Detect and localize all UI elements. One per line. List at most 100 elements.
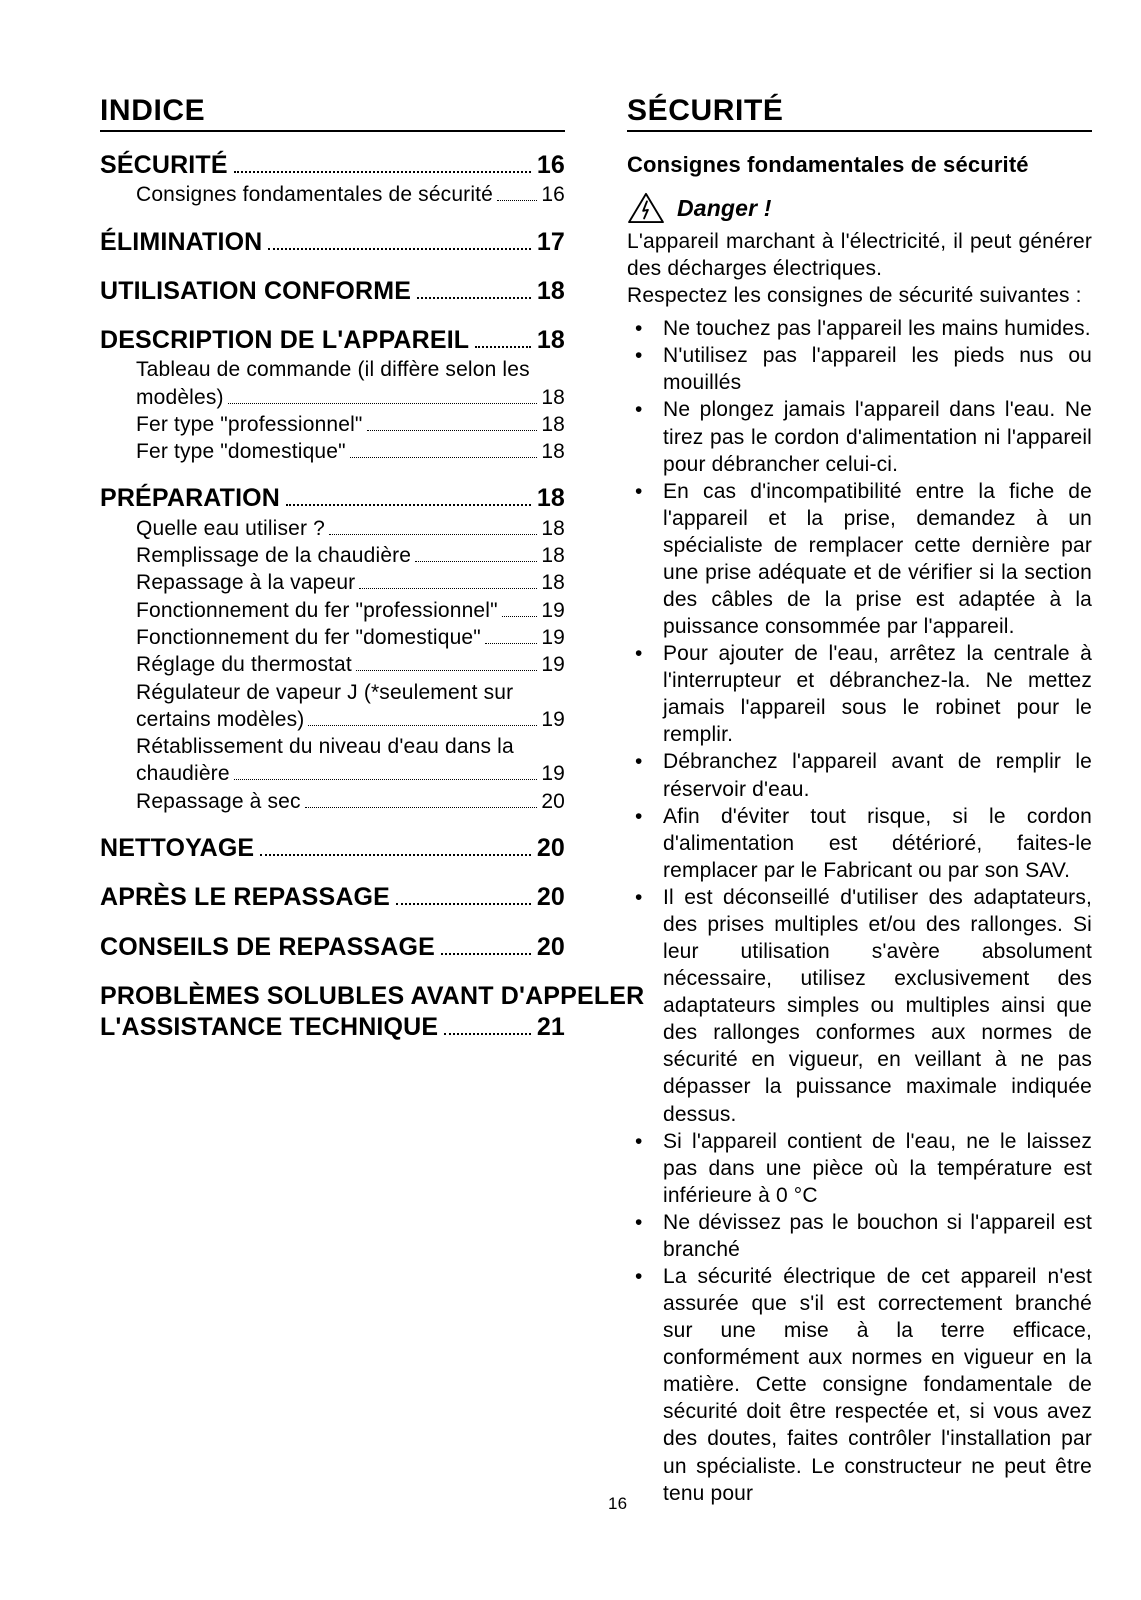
toc-dots [350, 457, 538, 458]
toc-entry: ÉLIMINATION 17 [100, 227, 565, 258]
toc-dots [305, 807, 538, 808]
toc-dots [475, 346, 531, 348]
toc-dots [417, 297, 531, 299]
toc-dots [497, 200, 537, 201]
toc-dots [359, 588, 537, 589]
toc-subentry-page: 18 [541, 384, 565, 411]
toc-subentry: Réglage du thermostat 19 [100, 651, 565, 678]
content-column: SÉCURITÉ Consignes fondamentales de sécu… [627, 94, 1092, 1507]
toc-entry-label: SÉCURITÉ [100, 150, 228, 181]
toc-subentry-label: Réglage du thermostat [136, 651, 352, 678]
toc-dots [396, 903, 531, 905]
toc-entry-label: DESCRIPTION DE L'APPAREIL [100, 325, 469, 356]
toc-subentry-label: Fonctionnement du fer "domestique" [136, 624, 481, 651]
list-item: Ne plongez jamais l'appareil dans l'eau.… [627, 396, 1092, 477]
toc-subentry-label: certains modèles) [136, 706, 304, 733]
toc-subentry-page: 20 [541, 788, 565, 815]
toc-entry-label: PRÉPARATION [100, 483, 280, 514]
manual-page: INDICE SÉCURITÉ16Consignes fondamentales… [0, 0, 1141, 1600]
danger-label: Danger ! [677, 195, 772, 222]
toc-entry: PROBLÈMES SOLUBLES AVANT D'APPELER [100, 981, 565, 1012]
toc-block: CONSEILS DE REPASSAGE 20 [100, 932, 565, 963]
toc-block: PRÉPARATION18Quelle eau utiliser ?18Remp… [100, 483, 565, 815]
list-item: Si l'appareil contient de l'eau, ne le l… [627, 1128, 1092, 1209]
toc-subentry-page: 18 [541, 411, 565, 438]
toc-entry: L'ASSISTANCE TECHNIQUE 21 [100, 1012, 565, 1043]
toc-subentry-page: 19 [541, 597, 565, 624]
toc-entry-page: 20 [537, 882, 565, 913]
intro-text-1: L'appareil marchant à l'électricité, il … [627, 228, 1092, 282]
toc-subentry: certains modèles) 19 [100, 706, 565, 733]
toc-container: SÉCURITÉ16Consignes fondamentales de séc… [100, 150, 565, 1043]
toc-subentry-label: Repassage à sec [136, 788, 301, 815]
toc-entry-label: L'ASSISTANCE TECHNIQUE [100, 1012, 438, 1043]
toc-entry-page: 20 [537, 932, 565, 963]
toc-subentry: Fer type "professionnel" 18 [100, 411, 565, 438]
toc-subentry: Fonctionnement du fer "domestique" 19 [100, 624, 565, 651]
toc-subentry-label: chaudière [136, 760, 230, 787]
toc-subentry: Fonctionnement du fer "professionnel" 19 [100, 597, 565, 624]
toc-block: DESCRIPTION DE L'APPAREIL18Tableau de co… [100, 325, 565, 465]
toc-entry-page: 17 [537, 227, 565, 258]
toc-entry: APRÈS LE REPASSAGE 20 [100, 882, 565, 913]
toc-dots [415, 561, 537, 562]
toc-subentry-page: 19 [541, 706, 565, 733]
toc-subentry-label: Quelle eau utiliser ? [136, 515, 325, 542]
toc-dots [234, 171, 531, 173]
toc-entry-page: 16 [537, 150, 565, 181]
toc-entry-page: 21 [537, 1012, 565, 1043]
toc-dots [444, 1033, 531, 1035]
toc-subentry: Repassage à la vapeur18 [100, 569, 565, 596]
toc-entry: CONSEILS DE REPASSAGE 20 [100, 932, 565, 963]
toc-entry-page: 20 [537, 833, 565, 864]
toc-block: ÉLIMINATION 17 [100, 227, 565, 258]
toc-entry: PRÉPARATION 18 [100, 483, 565, 514]
toc-subentry-label: Repassage à la vapeur [136, 569, 355, 596]
list-item: Pour ajouter de l'eau, arrêtez la centra… [627, 640, 1092, 748]
toc-subentry-label: Remplissage de la chaudière [136, 542, 411, 569]
toc-subentry-page: 16 [541, 181, 565, 208]
toc-subentry-label: Consignes fondamentales de sécurité [136, 181, 493, 208]
toc-subentry-page: 18 [541, 438, 565, 465]
list-item: En cas d'incompatibilité entre la fiche … [627, 478, 1092, 640]
toc-block: SÉCURITÉ16Consignes fondamentales de séc… [100, 150, 565, 209]
toc-dots [308, 725, 537, 726]
toc-entry: NETTOYAGE20 [100, 833, 565, 864]
toc-dots [502, 616, 538, 617]
toc-subentry: chaudière19 [100, 760, 565, 787]
toc-subentry-label: Fer type "domestique" [136, 438, 346, 465]
list-item: Il est déconseillé d'utiliser des adapta… [627, 884, 1092, 1128]
list-item: Afin d'éviter tout risque, si le cordon … [627, 803, 1092, 884]
safety-bullets: Ne touchez pas l'appareil les mains humi… [627, 315, 1092, 1506]
list-item: Débranchez l'appareil avant de remplir l… [627, 748, 1092, 802]
toc-entry-label: CONSEILS DE REPASSAGE [100, 932, 435, 963]
toc-column: INDICE SÉCURITÉ16Consignes fondamentales… [100, 94, 565, 1061]
toc-entry-label: ÉLIMINATION [100, 227, 262, 258]
toc-subentry-label: modèles) [136, 384, 224, 411]
toc-subentry-page: 19 [541, 651, 565, 678]
toc-subentry-label: Tableau de commande (il diffère selon le… [100, 356, 565, 383]
toc-block: PROBLÈMES SOLUBLES AVANT D'APPELERL'ASSI… [100, 981, 565, 1044]
toc-dots [329, 534, 537, 535]
toc-subentry-page: 19 [541, 624, 565, 651]
toc-entry-page: 18 [537, 483, 565, 514]
toc-entry-page: 18 [537, 276, 565, 307]
toc-dots [367, 430, 538, 431]
toc-block: UTILISATION CONFORME 18 [100, 276, 565, 307]
toc-subentry-page: 18 [541, 542, 565, 569]
toc-subentry-label: Rétablissement du niveau d'eau dans la [100, 733, 565, 760]
toc-entry-label: UTILISATION CONFORME [100, 276, 411, 307]
toc-subentry: Repassage à sec 20 [100, 788, 565, 815]
toc-subentry: Remplissage de la chaudière 18 [100, 542, 565, 569]
danger-icon [627, 192, 665, 224]
toc-entry: UTILISATION CONFORME 18 [100, 276, 565, 307]
toc-subentry: Consignes fondamentales de sécurité 16 [100, 181, 565, 208]
toc-subentry-label: Fer type "professionnel" [136, 411, 363, 438]
toc-dots [286, 504, 531, 506]
toc-block: NETTOYAGE20 [100, 833, 565, 864]
toc-entry-label: APRÈS LE REPASSAGE [100, 882, 390, 913]
toc-dots [228, 403, 538, 404]
toc-entry-page: 18 [537, 325, 565, 356]
toc-subentry-label: Fonctionnement du fer "professionnel" [136, 597, 498, 624]
list-item: Ne touchez pas l'appareil les mains humi… [627, 315, 1092, 342]
